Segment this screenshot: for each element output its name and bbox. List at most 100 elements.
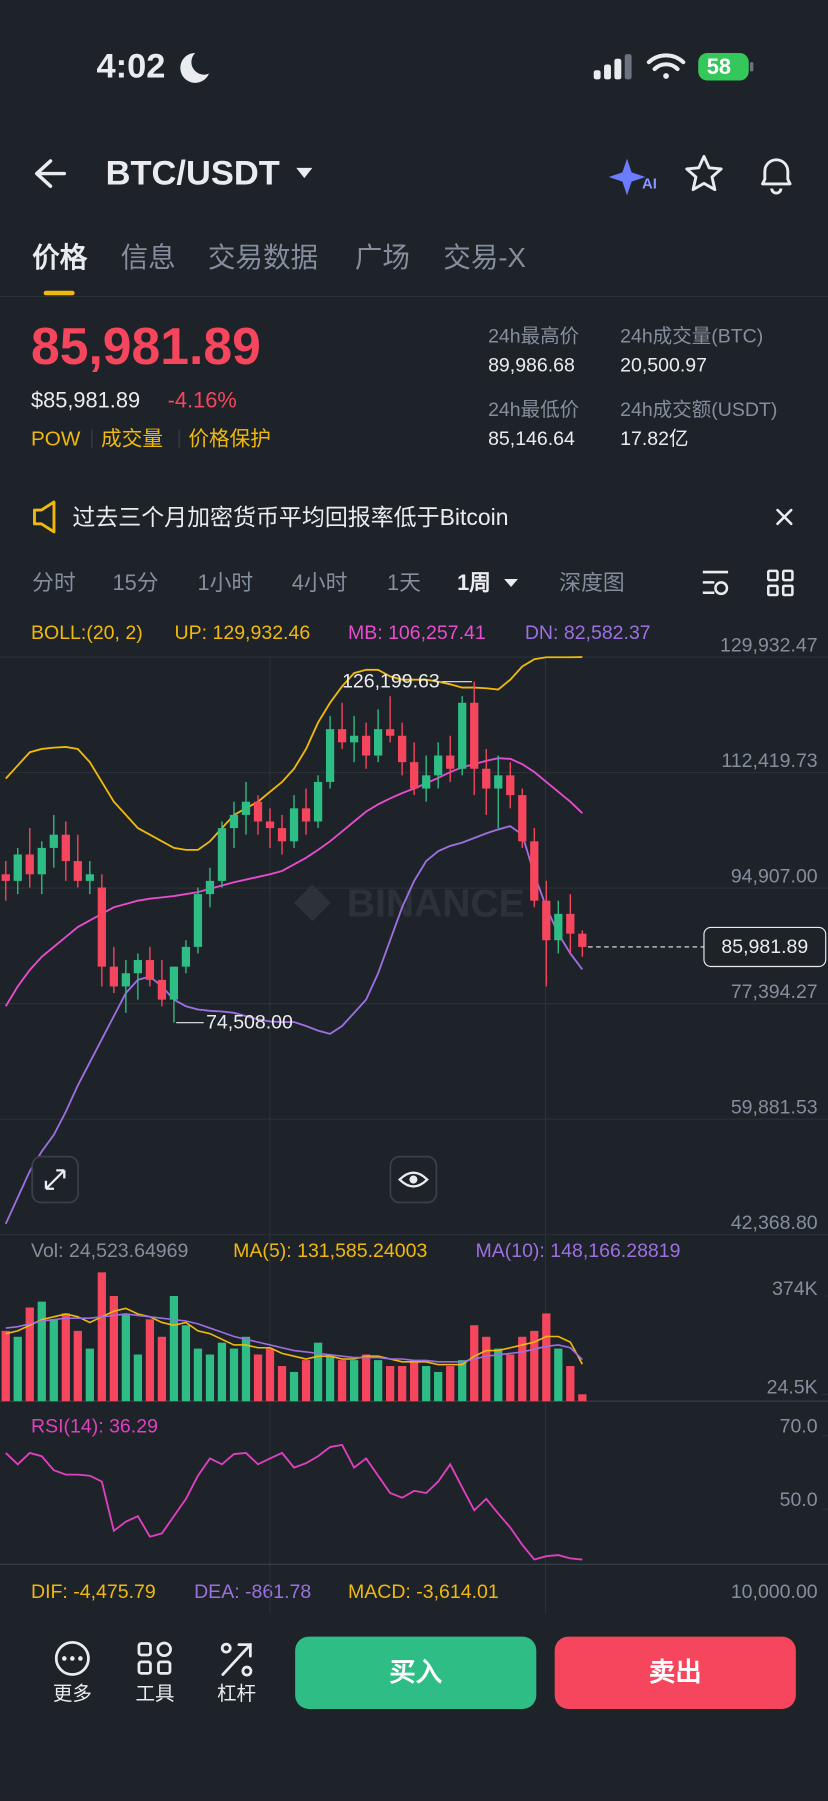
tool-label[interactable]: 更多 xyxy=(53,1683,92,1705)
ai-icon[interactable] xyxy=(608,158,646,196)
volume-bar xyxy=(337,1360,347,1402)
pair-dropdown[interactable] xyxy=(296,167,313,179)
interval[interactable]: 4小时 xyxy=(292,570,348,595)
candle-body xyxy=(241,801,251,815)
y-tick-label: 24.5K xyxy=(767,1376,818,1398)
fullscreen-button[interactable] xyxy=(31,1155,79,1204)
favorite-button[interactable] xyxy=(685,154,723,192)
boll-up: UP: 129,932.46 xyxy=(175,622,311,644)
watermark: BINANCE xyxy=(347,882,525,925)
indicator-settings[interactable] xyxy=(702,570,729,596)
leverage-button[interactable] xyxy=(220,1642,253,1677)
buy-label[interactable]: 买入 xyxy=(389,1657,442,1687)
tab[interactable]: 信息 xyxy=(121,242,176,273)
vol-ma5: MA(5): 131,585.24003 xyxy=(233,1240,427,1262)
volume-bar xyxy=(446,1366,455,1402)
tab[interactable]: 广场 xyxy=(355,242,410,273)
candle-body xyxy=(37,847,46,875)
tab[interactable]: 交易-X xyxy=(443,242,526,273)
buy-button[interactable] xyxy=(295,1636,537,1709)
back-button[interactable] xyxy=(35,159,67,188)
tab-indicator xyxy=(43,290,75,296)
interval[interactable]: 15分 xyxy=(113,570,159,595)
volume-bar xyxy=(422,1366,431,1402)
volume-bar xyxy=(109,1295,118,1402)
volume-bar xyxy=(193,1348,203,1402)
boll-label: BOLL:(20, 2) xyxy=(31,622,143,644)
volume-ma-line xyxy=(5,1313,583,1363)
volume-bar xyxy=(566,1366,575,1402)
candle-body xyxy=(542,900,551,941)
volume-bar xyxy=(13,1336,22,1402)
ai-badge[interactable]: AI xyxy=(642,175,657,192)
visibility-button[interactable] xyxy=(389,1155,438,1204)
volume-bar xyxy=(133,1354,143,1402)
volume-bar xyxy=(470,1325,479,1402)
interval-dropdown[interactable] xyxy=(504,578,518,587)
candle-body xyxy=(494,775,503,789)
volume-bar xyxy=(205,1354,215,1402)
stat-value: 85,146.64 xyxy=(488,428,575,450)
moon-icon xyxy=(180,52,210,83)
notice-text[interactable]: 过去三个月加密货币平均回报率低于Bitcoin xyxy=(72,504,508,530)
notice-close[interactable] xyxy=(776,508,793,526)
tools-button[interactable] xyxy=(137,1641,172,1675)
candle-body xyxy=(277,828,287,842)
candle-body xyxy=(97,887,106,967)
interval[interactable]: 1小时 xyxy=(198,570,254,595)
pair-title[interactable]: BTC/USDT xyxy=(106,155,280,193)
candle-body xyxy=(458,702,467,769)
notice-icon xyxy=(33,500,56,534)
last-price-box xyxy=(703,926,827,968)
more-button[interactable] xyxy=(54,1640,90,1676)
tab[interactable]: 价格 xyxy=(32,242,88,273)
volume-bar xyxy=(25,1307,34,1402)
candle-body xyxy=(49,834,58,848)
sell-button[interactable] xyxy=(554,1636,796,1709)
candle-body xyxy=(506,775,515,796)
stat-label: 24h成交额(USDT) xyxy=(620,399,777,421)
stat-value: 20,500.97 xyxy=(620,354,707,376)
candle-body xyxy=(446,755,455,769)
tag[interactable]: 成交量 xyxy=(101,427,163,450)
interval[interactable]: 1周 xyxy=(457,570,491,595)
alert-button[interactable] xyxy=(761,158,792,195)
volume-bar xyxy=(97,1272,106,1402)
volume-bar xyxy=(85,1348,94,1402)
interval[interactable]: 分时 xyxy=(32,570,76,595)
interval[interactable]: 深度图 xyxy=(559,570,624,595)
sell-label[interactable]: 卖出 xyxy=(649,1657,702,1687)
candle-body xyxy=(434,755,443,776)
interval[interactable]: 1天 xyxy=(387,570,421,595)
candle-body xyxy=(253,801,263,822)
candle-body xyxy=(349,735,359,743)
tool-label[interactable]: 杠杆 xyxy=(217,1683,256,1705)
signal-icon xyxy=(593,54,632,80)
volume-bar xyxy=(518,1336,527,1402)
y-tick-label: 42,368.80 xyxy=(731,1212,818,1234)
tag[interactable]: 价格保护 xyxy=(188,427,271,450)
candle-body xyxy=(13,854,22,881)
volume-bar xyxy=(145,1319,155,1402)
tab[interactable]: 交易数据 xyxy=(208,242,318,273)
volume-bar xyxy=(181,1325,191,1402)
y-tick-label: 77,394.27 xyxy=(731,981,818,1003)
volume-bar xyxy=(37,1301,46,1402)
candle-body xyxy=(229,814,239,829)
candle-body xyxy=(361,735,371,756)
volume-bar xyxy=(373,1360,383,1402)
layout-button[interactable] xyxy=(767,569,794,597)
candle-body xyxy=(73,861,82,881)
tag[interactable]: POW xyxy=(31,427,81,450)
bollinger-line xyxy=(4,825,584,1225)
candle-body xyxy=(325,729,335,782)
battery-level: 58 xyxy=(707,54,731,79)
annotation: 74,508.00 xyxy=(206,1012,293,1034)
stat-label: 24h最高价 xyxy=(488,326,579,348)
candle-body xyxy=(566,913,575,934)
volume-bar xyxy=(73,1330,82,1402)
tool-label[interactable]: 工具 xyxy=(136,1683,175,1705)
macd-dif: DIF: -4,475.79 xyxy=(31,1581,156,1603)
y-tick-label: 129,932.47 xyxy=(720,635,818,657)
stat-label: 24h最低价 xyxy=(488,399,579,421)
